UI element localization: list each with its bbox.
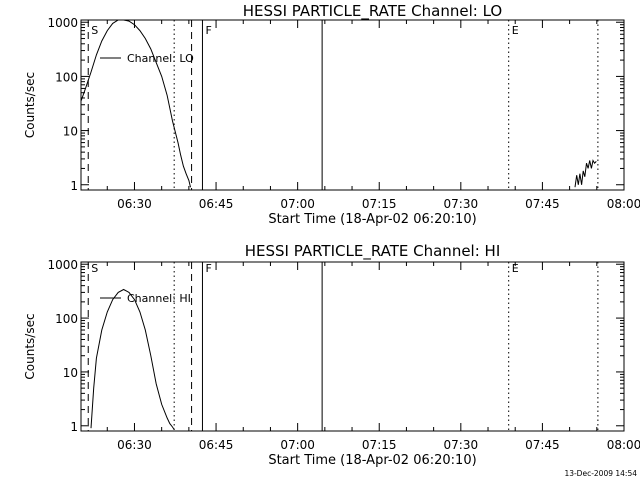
y-axis-label: Counts/sec: [23, 72, 37, 138]
marker-label-s: S: [91, 24, 98, 37]
x-tick-label: 07:15: [362, 197, 397, 211]
x-tick-label: 07:45: [525, 438, 560, 452]
y-tick-label: 10: [63, 366, 78, 380]
y-tick-label: 10: [63, 125, 78, 139]
chart-title: HESSI PARTICLE_RATE Channel: HI: [245, 242, 501, 261]
x-tick-label: 06:45: [199, 197, 234, 211]
chart-panel-lo: HESSI PARTICLE_RATE Channel: LO S F E 1 10 100…: [23, 2, 640, 227]
y-tick-label: 1000: [47, 16, 78, 30]
x-tick-label: 07:30: [444, 197, 479, 211]
y-tick-label: 100: [55, 70, 78, 84]
marker-label-f: F: [205, 262, 211, 275]
legend-label: Channel: HI: [127, 292, 191, 305]
y-tick-label: 100: [55, 312, 78, 326]
x-tick-label: 08:00: [607, 197, 640, 211]
y-tick-label: 1: [70, 179, 78, 193]
marker-label-f: F: [205, 24, 211, 37]
x-axis-label: Start Time (18-Apr-02 06:20:10): [268, 453, 476, 468]
x-tick-label: 07:00: [280, 438, 315, 452]
x-tick-label: 08:00: [607, 438, 640, 452]
plot-frame: [80, 19, 625, 191]
series-line-0: [90, 288, 175, 430]
chart-panel-hi: HESSI PARTICLE_RATE Channel: HI S F E 1 10 100…: [23, 242, 640, 468]
x-tick-label: 06:30: [117, 197, 152, 211]
x-tick-label: 07:45: [525, 197, 560, 211]
x-tick-label: 06:45: [199, 438, 234, 452]
marker-label-e: E: [512, 262, 519, 275]
x-axis-label: Start Time (18-Apr-02 06:20:10): [268, 212, 476, 227]
x-tick-label: 07:30: [444, 438, 479, 452]
x-tick-label: 06:30: [117, 438, 152, 452]
series-line-1: [574, 159, 597, 188]
marker-label-e: E: [512, 24, 519, 37]
y-tick-label: 1: [70, 420, 78, 434]
x-tick-label: 07:00: [280, 197, 315, 211]
legend-label: Channel: LO: [127, 52, 194, 65]
footer-timestamp: 13-Dec-2009 14:54: [564, 469, 637, 478]
series-line-0: [81, 20, 191, 188]
chart-title: HESSI PARTICLE_RATE Channel: LO: [243, 2, 502, 21]
y-axis-label: Counts/sec: [23, 313, 37, 379]
y-tick-label: 1000: [47, 258, 78, 272]
marker-label-s: S: [91, 262, 98, 275]
x-tick-label: 07:15: [362, 438, 397, 452]
